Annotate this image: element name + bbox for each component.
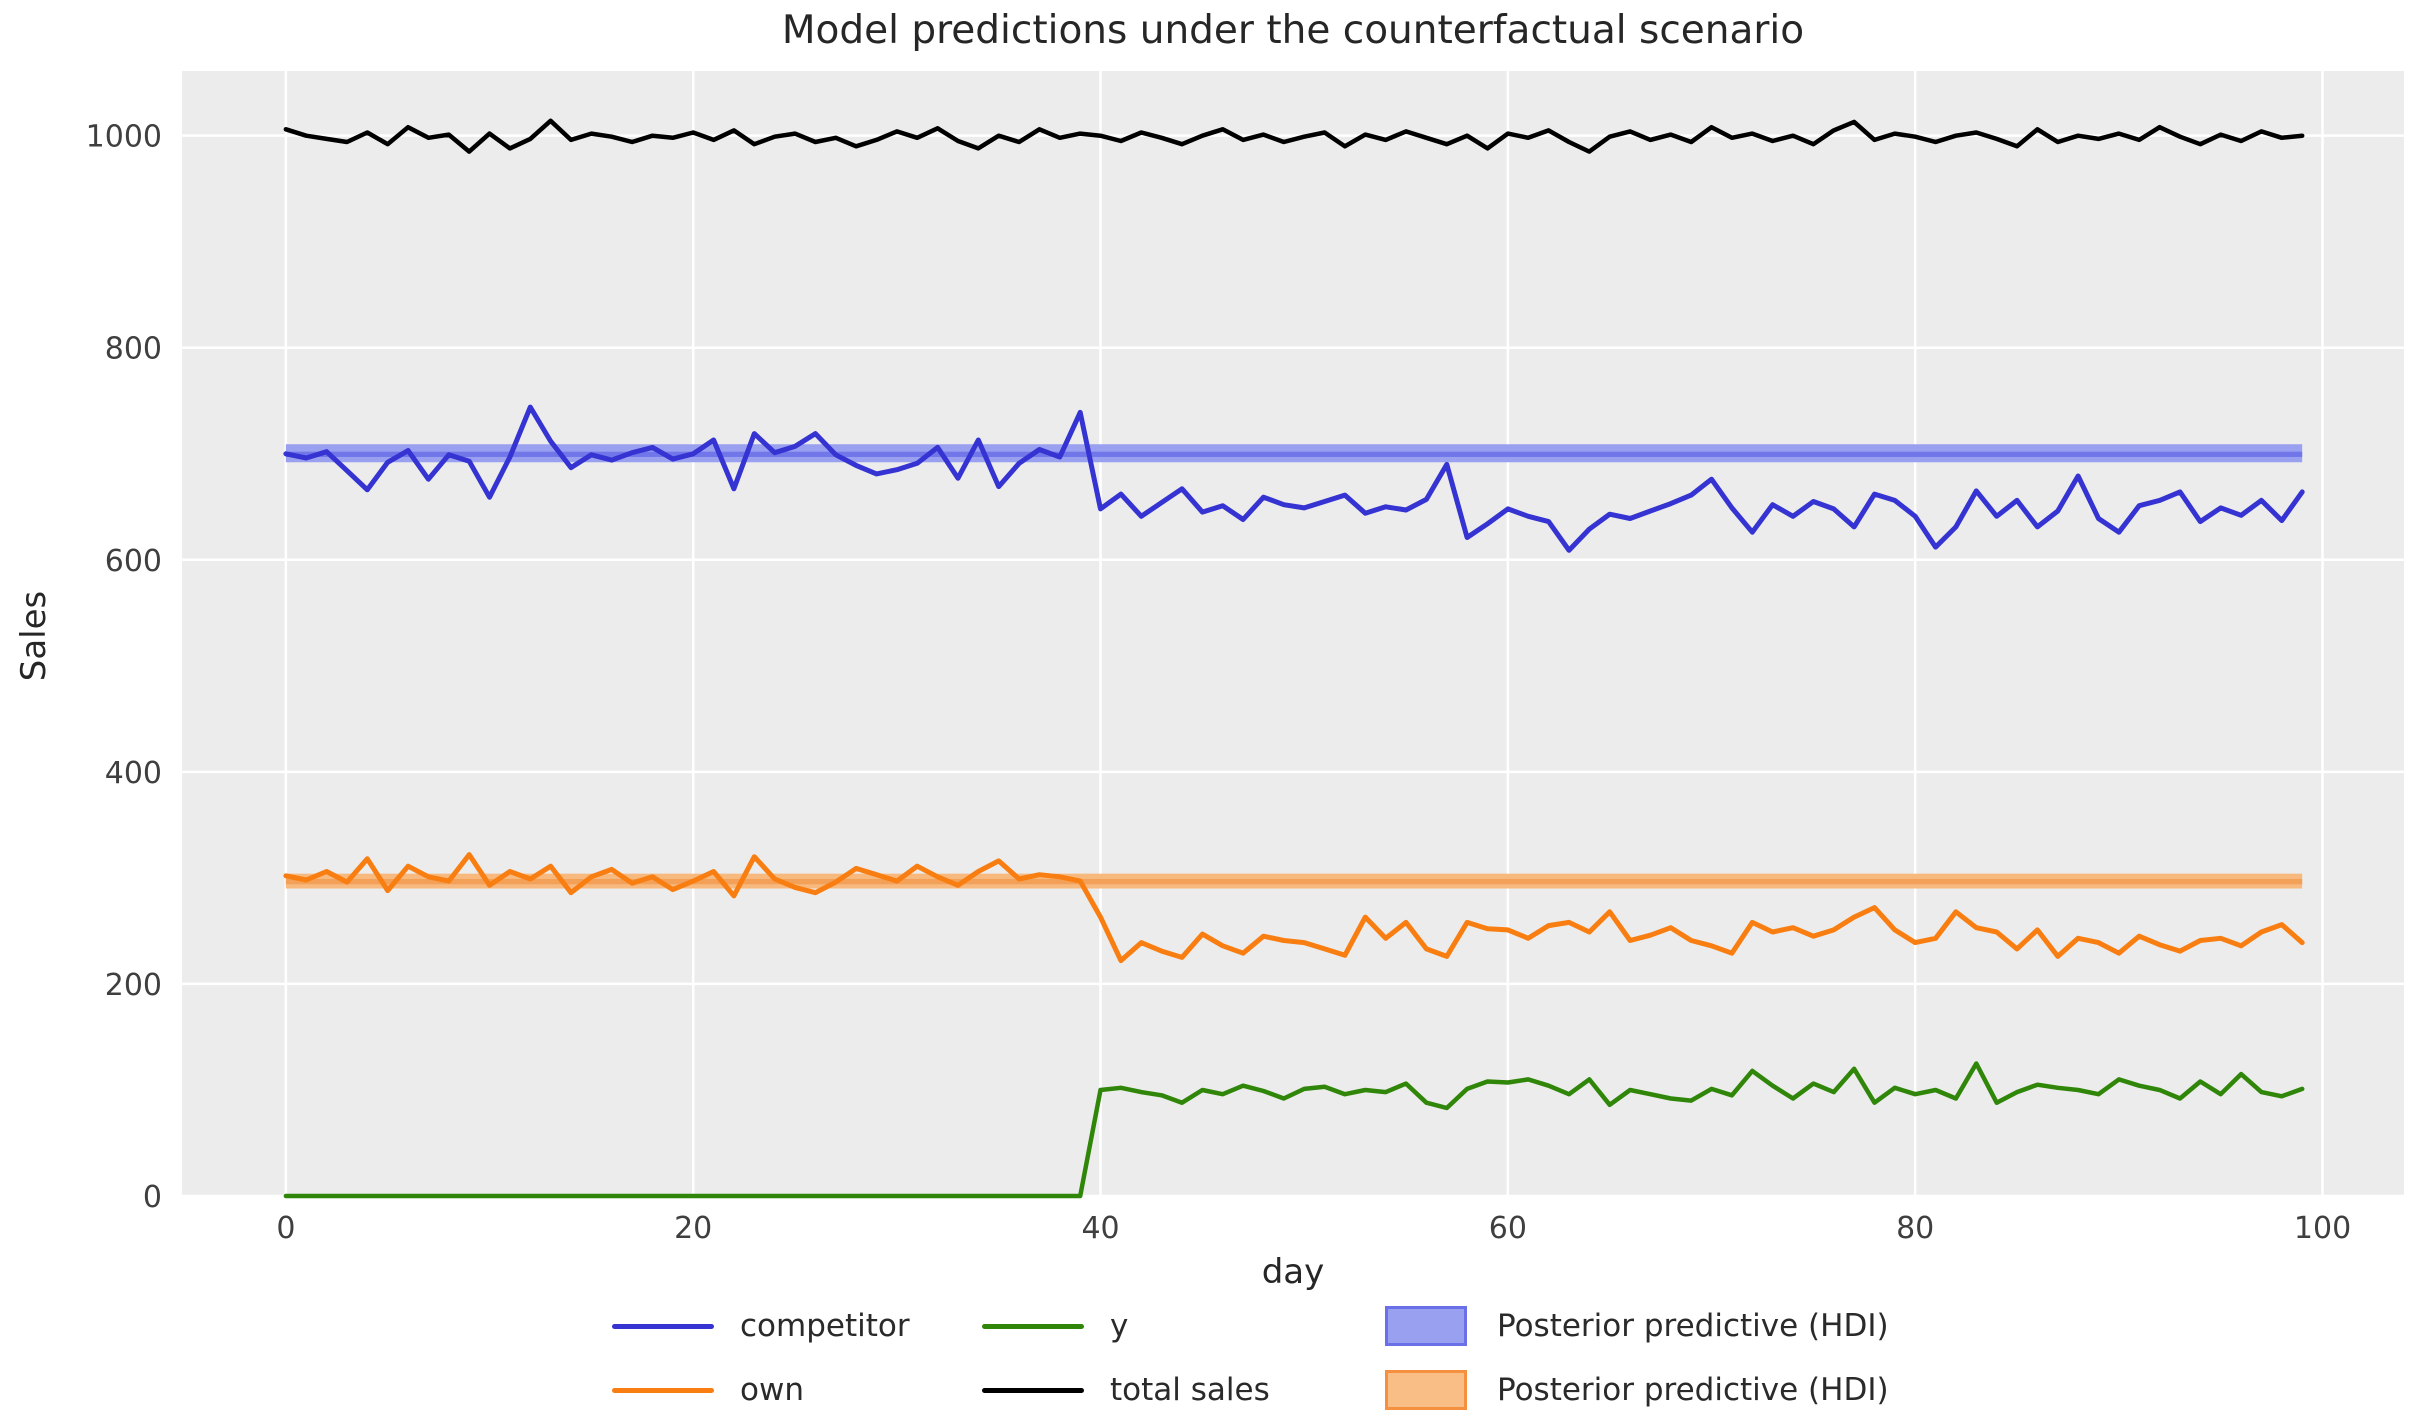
x-tick-label: 60 (1489, 1211, 1527, 1246)
legend-patch-swatch (1385, 1370, 1467, 1410)
legend-label: competitor (740, 1308, 910, 1344)
legend-item: total sales (982, 1370, 1270, 1410)
legend-line-swatch (982, 1387, 1084, 1393)
y-tick-label: 0 (143, 1180, 162, 1215)
legend-item: own (612, 1370, 804, 1410)
series-line-competitor (283, 404, 2305, 553)
x-tick-label: 0 (276, 1211, 295, 1246)
legend-item: competitor (612, 1306, 910, 1346)
legend-item: Posterior predictive (HDI) (1385, 1306, 1889, 1346)
y-tick-label: 400 (105, 756, 162, 791)
legend-item: Posterior predictive (HDI) (1385, 1370, 1889, 1410)
chart-title: Model predictions under the counterfactu… (781, 8, 1805, 53)
legend-label: Posterior predictive (HDI) (1497, 1308, 1889, 1344)
x-tick-label: 80 (1896, 1211, 1934, 1246)
legend-label: Posterior predictive (HDI) (1497, 1372, 1889, 1408)
y-tick-label: 600 (105, 544, 162, 579)
x-tick-label: 40 (1081, 1211, 1119, 1246)
hdi-mean-line (285, 878, 2303, 885)
axes-background (182, 71, 2404, 1196)
legend-item: y (982, 1306, 1128, 1346)
legend-line-swatch (612, 1387, 714, 1393)
y-tick-label: 200 (105, 968, 162, 1003)
legend-line-swatch (612, 1323, 714, 1329)
legend-label: y (1110, 1308, 1129, 1344)
hdi-mean-line (285, 451, 2303, 457)
x-tick-label: 20 (674, 1211, 712, 1246)
y-tick-label: 1000 (86, 120, 162, 155)
legend-line-swatch (982, 1323, 1084, 1329)
series-line-y (283, 1061, 2305, 1199)
x-axis-label: day (1261, 1252, 1325, 1292)
y-tick-label: 800 (105, 332, 162, 367)
series-line-own (283, 852, 2305, 964)
series-line-total-sales (283, 118, 2305, 154)
legend-patch-swatch (1385, 1306, 1467, 1346)
x-tick-label: 100 (2294, 1211, 2351, 1246)
legend-label: total sales (1110, 1372, 1270, 1408)
legend-label: own (740, 1372, 804, 1408)
